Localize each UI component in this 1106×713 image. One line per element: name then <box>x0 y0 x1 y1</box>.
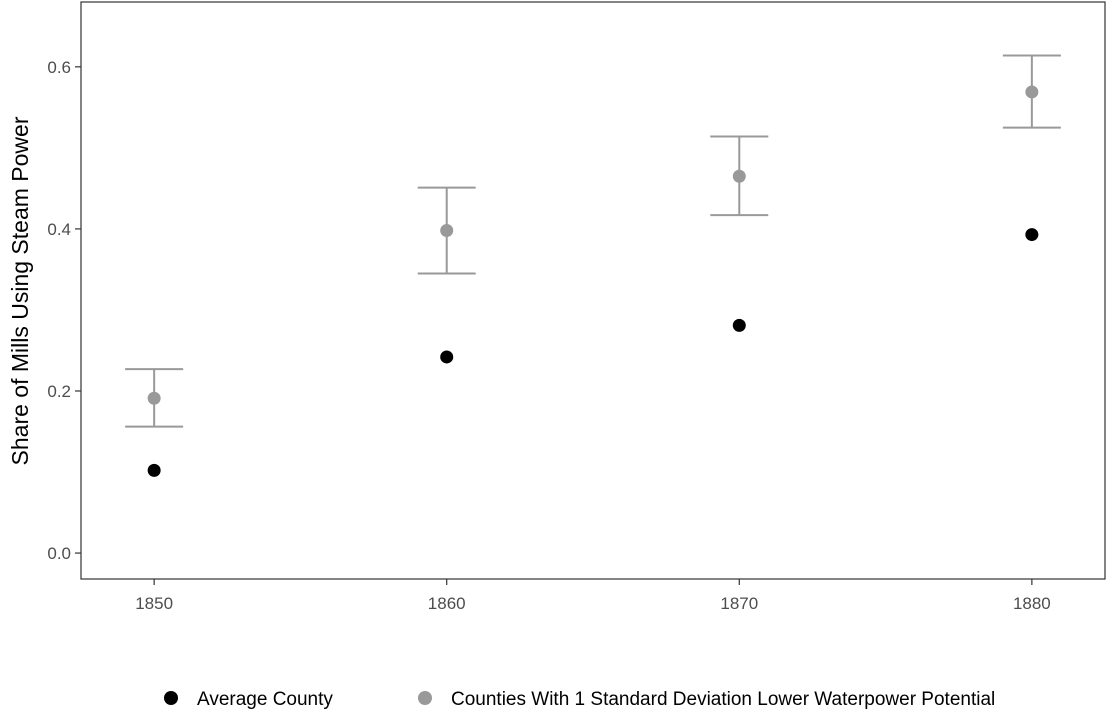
x-tick-label: 1850 <box>135 594 173 613</box>
point-average-county <box>147 463 161 477</box>
legend: Average County Counties With 1 Standard … <box>164 689 995 710</box>
plot-panel <box>80 1 1106 580</box>
legend-marker-lower-waterpower <box>418 691 432 705</box>
point-average-county <box>1025 228 1039 242</box>
x-axis: 1850 1860 1870 1880 <box>135 579 1051 613</box>
point-average-county <box>732 318 746 332</box>
y-tick-label: 0.6 <box>47 58 71 77</box>
x-tick-label: 1880 <box>1013 594 1051 613</box>
x-tick-label: 1870 <box>720 594 758 613</box>
x-tick-label: 1860 <box>428 594 466 613</box>
y-tick-label: 0.2 <box>47 382 71 401</box>
point-lower-waterpower <box>732 169 746 183</box>
point-lower-waterpower <box>440 224 454 238</box>
y-tick-label: 0.4 <box>47 220 71 239</box>
legend-label-lower-waterpower: Counties With 1 Standard Deviation Lower… <box>451 689 995 710</box>
point-lower-waterpower <box>1025 85 1039 99</box>
legend-marker-average-county <box>164 691 178 705</box>
point-average-county <box>440 350 454 364</box>
y-tick-label: 0.0 <box>47 544 71 563</box>
point-lower-waterpower <box>147 391 161 405</box>
data-points <box>147 85 1039 477</box>
y-axis-title: Share of Mills Using Steam Power <box>7 116 33 465</box>
legend-label-average-county: Average County <box>197 689 333 710</box>
y-axis: 0.0 0.2 0.4 0.6 <box>47 58 81 563</box>
